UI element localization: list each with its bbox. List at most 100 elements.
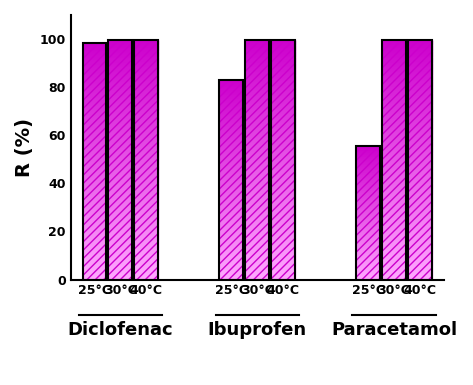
Bar [134, 70, 158, 71]
Bar [83, 65, 106, 66]
Bar [108, 169, 132, 171]
Bar [219, 234, 243, 236]
Bar [108, 156, 132, 157]
Bar [83, 147, 106, 148]
Bar [271, 219, 295, 221]
Bar [83, 52, 106, 53]
Bar [382, 71, 406, 72]
Bar [134, 82, 158, 83]
Bar [108, 245, 132, 246]
Bar [271, 132, 295, 133]
Bar [134, 140, 158, 142]
Bar [83, 156, 106, 157]
Bar [382, 138, 406, 139]
Bar [356, 260, 380, 261]
Bar [83, 187, 106, 188]
Bar [382, 152, 406, 153]
Bar [356, 237, 380, 238]
Bar [219, 80, 243, 81]
Bar [83, 176, 106, 177]
Bar [408, 41, 432, 42]
Bar [219, 131, 243, 132]
Bar [382, 253, 406, 254]
Bar [356, 232, 380, 233]
Bar [219, 135, 243, 136]
Bar [134, 154, 158, 155]
Bar [134, 61, 158, 62]
Bar [134, 184, 158, 185]
Bar [219, 136, 243, 137]
Bar [134, 187, 158, 188]
Bar [408, 192, 432, 193]
Bar [382, 223, 406, 224]
Bar [356, 252, 380, 253]
Bar [245, 215, 269, 216]
Bar [134, 67, 158, 68]
Bar [108, 72, 132, 74]
Bar [108, 274, 132, 275]
Bar [245, 47, 269, 49]
Bar [271, 246, 295, 247]
Bar [83, 219, 106, 220]
Bar [134, 218, 158, 219]
Bar [408, 273, 432, 275]
Bar [408, 264, 432, 265]
Bar [83, 130, 106, 132]
Bar [382, 75, 406, 76]
Bar [245, 71, 269, 72]
Bar [356, 213, 380, 214]
Bar [219, 241, 243, 242]
Bar [108, 251, 132, 252]
Bar [356, 208, 380, 209]
Bar [408, 100, 432, 101]
Bar [108, 135, 132, 136]
Bar [83, 139, 106, 140]
Bar [382, 50, 406, 51]
Bar [108, 260, 132, 261]
Bar [408, 48, 432, 49]
Bar [356, 146, 380, 280]
Bar [408, 197, 432, 198]
Bar [134, 97, 158, 98]
Bar [108, 134, 132, 135]
Bar [271, 261, 295, 263]
Bar [83, 234, 106, 236]
Bar [83, 62, 106, 63]
Bar [382, 99, 406, 100]
Bar [245, 90, 269, 92]
Bar [271, 254, 295, 256]
Bar [356, 233, 380, 234]
Bar [382, 52, 406, 54]
Bar [382, 260, 406, 261]
Bar [108, 139, 132, 141]
Bar [108, 100, 132, 101]
Bar [271, 206, 295, 208]
Bar [83, 63, 106, 64]
Bar [356, 164, 380, 165]
Bar [408, 116, 432, 117]
Bar [245, 193, 269, 194]
Bar [134, 159, 158, 161]
Bar [382, 194, 406, 196]
Bar [382, 261, 406, 263]
Bar [356, 176, 380, 177]
Bar [245, 126, 269, 127]
Bar [271, 260, 295, 261]
Bar [83, 82, 106, 83]
Bar [382, 216, 406, 217]
Bar [219, 138, 243, 139]
Bar [108, 92, 132, 93]
Bar [356, 255, 380, 256]
Bar [83, 251, 106, 252]
Bar [382, 47, 406, 49]
Bar [271, 129, 295, 131]
Bar [219, 200, 243, 201]
Bar [245, 116, 269, 117]
Bar [356, 156, 380, 157]
Bar [271, 259, 295, 260]
Bar [108, 127, 132, 129]
Bar [134, 62, 158, 64]
Bar [219, 214, 243, 215]
Bar [356, 202, 380, 203]
Bar [271, 117, 295, 119]
